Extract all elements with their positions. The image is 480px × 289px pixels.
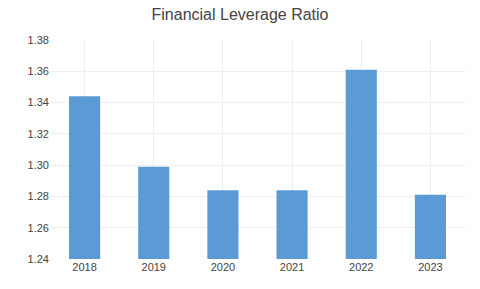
svg-text:2022: 2022 <box>349 261 373 273</box>
svg-text:2021: 2021 <box>280 261 304 273</box>
svg-text:1.36: 1.36 <box>28 65 49 77</box>
svg-text:2020: 2020 <box>211 261 235 273</box>
svg-text:1.24: 1.24 <box>28 253 49 265</box>
svg-text:2023: 2023 <box>418 261 442 273</box>
svg-text:1.32: 1.32 <box>28 128 49 140</box>
svg-text:2018: 2018 <box>72 261 96 273</box>
svg-text:1.38: 1.38 <box>28 34 49 46</box>
svg-text:1.34: 1.34 <box>28 96 49 108</box>
svg-text:1.26: 1.26 <box>28 222 49 234</box>
svg-text:Financial Leverage Ratio: Financial Leverage Ratio <box>152 6 329 23</box>
svg-text:1.30: 1.30 <box>28 159 49 171</box>
svg-text:2019: 2019 <box>142 261 166 273</box>
svg-text:1.28: 1.28 <box>28 190 49 202</box>
